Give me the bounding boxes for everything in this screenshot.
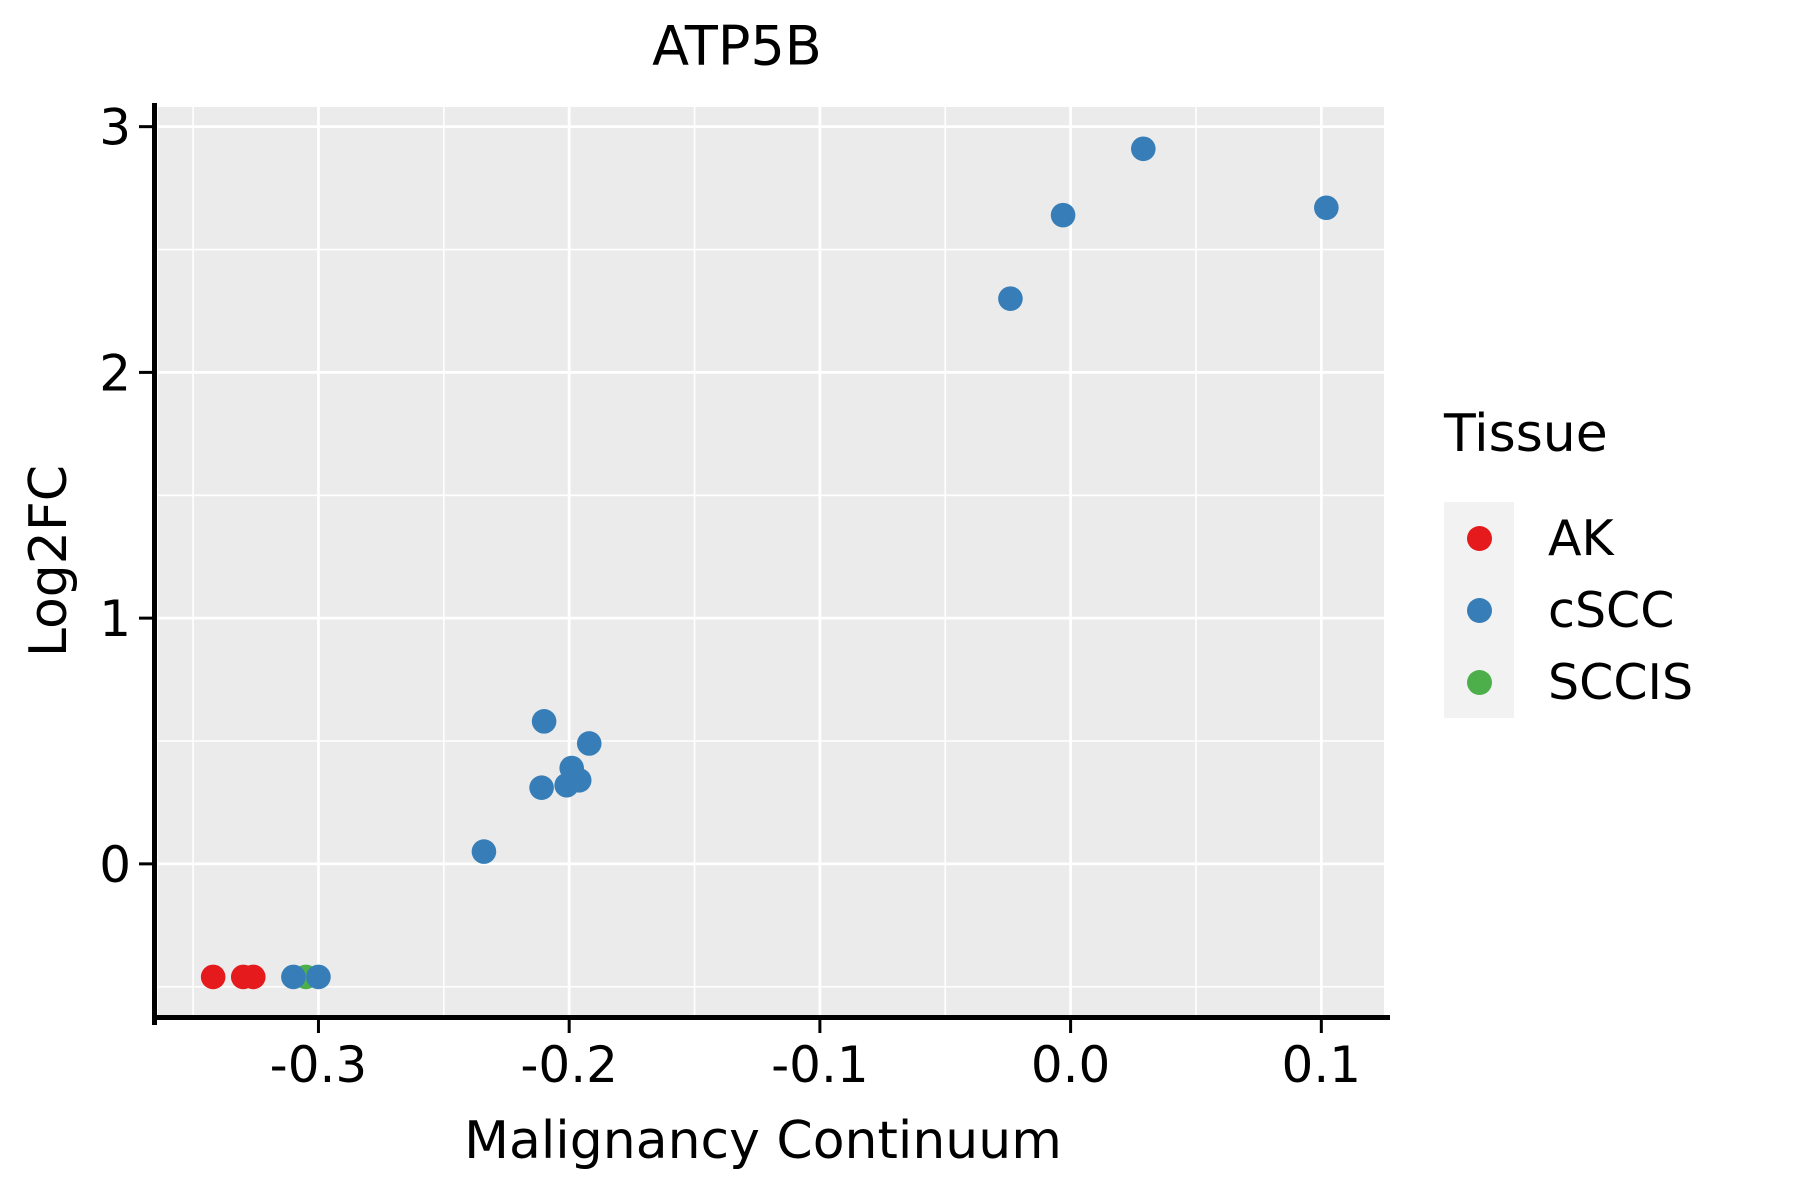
x-tick-mark [1319, 1020, 1323, 1033]
plot-title: ATP5B [652, 14, 822, 78]
data-point-cscc [1131, 136, 1156, 162]
data-point-cscc [306, 964, 331, 990]
legend-title: Tissue [1444, 404, 1608, 464]
x-tick-mark [567, 1020, 571, 1033]
legend-entries: AK cSCC SCCIS [1444, 502, 1693, 718]
legend: Tissue AK cSCC SCCIS [1444, 404, 1693, 718]
y-tick-label: 1 [99, 590, 131, 648]
legend-dot-icon [1466, 597, 1492, 623]
legend-entry-cscc: cSCC [1444, 574, 1693, 646]
data-point-ak [240, 964, 266, 990]
legend-entry-ak: AK [1444, 502, 1693, 574]
data-point-cscc [576, 731, 602, 756]
legend-key-ak [1444, 502, 1514, 574]
data-point-cscc [471, 839, 497, 864]
legend-key-sccis [1444, 646, 1514, 718]
legend-dot-icon [1466, 669, 1492, 695]
x-tick-label: 0.1 [1282, 1036, 1362, 1094]
x-tick-label: 0.0 [1031, 1036, 1111, 1094]
y-tick-label: 0 [99, 836, 131, 894]
x-axis-line [152, 1015, 1390, 1020]
legend-label: SCCIS [1548, 653, 1694, 711]
data-point-cscc [531, 709, 557, 734]
y-tick-label: 2 [99, 344, 131, 402]
y-tick-label: 3 [99, 99, 131, 157]
x-tick-mark [1069, 1020, 1073, 1033]
x-tick-mark [818, 1020, 822, 1033]
data-point-ak [200, 964, 226, 990]
data-point-cscc [281, 964, 306, 990]
data-point-cscc [559, 755, 584, 781]
x-tick-label: -0.2 [520, 1036, 618, 1094]
data-point-cscc [1314, 195, 1339, 221]
data-point-cscc [529, 775, 554, 800]
legend-label: AK [1548, 509, 1614, 567]
x-tick-label: -0.3 [270, 1036, 368, 1094]
legend-dot-icon [1466, 525, 1492, 551]
x-axis-title: Malignancy Continuum [464, 1111, 1062, 1171]
y-tick-mark [139, 862, 152, 866]
legend-label: cSCC [1548, 581, 1675, 639]
y-tick-mark [139, 616, 152, 620]
data-point-cscc [1050, 202, 1076, 228]
y-axis-line [152, 103, 157, 1025]
y-axis-title: Log2FC [19, 464, 79, 658]
legend-entry-sccis: SCCIS [1444, 646, 1693, 718]
x-tick-mark [316, 1020, 320, 1033]
x-tick-label: -0.1 [771, 1036, 869, 1094]
y-tick-mark [139, 370, 152, 374]
legend-key-cscc [1444, 574, 1514, 646]
y-tick-mark [139, 125, 152, 129]
plot-panel [158, 107, 1384, 1015]
data-point-cscc [998, 286, 1023, 311]
